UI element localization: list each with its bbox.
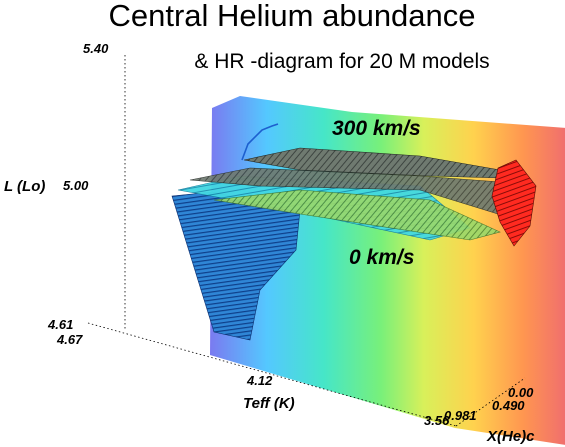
x-tick-end: 3.56 (424, 413, 450, 428)
surface-0kms (171, 175, 501, 341)
y-tick-end: 0.981 (444, 408, 477, 423)
surface-0kms-green-sheet (213, 189, 501, 241)
z-tick-top: 5.40 (83, 41, 109, 56)
y-tick-start: 0.00 (508, 385, 534, 400)
x-tick-mid: 4.12 (246, 373, 273, 388)
surface-cool-end (491, 159, 537, 247)
surface-300kms-track (241, 123, 279, 161)
chart-subtitle: & HR -diagram for 20 M models (194, 50, 489, 73)
chart-title: Central Helium abundance (108, 0, 475, 33)
series-label-0kms: 0 km/s (349, 246, 414, 269)
z-axis-label: L (Lo) (4, 178, 45, 195)
x-tick-start: 4.67 (56, 332, 83, 347)
z-tick-mid: 5.00 (63, 178, 89, 193)
series-label-300kms: 300 km/s (332, 117, 421, 140)
y-tick-mid: 0.490 (492, 398, 525, 413)
x-axis-label: Teff (K) (243, 395, 295, 412)
z-tick-bottom: 4.61 (47, 317, 73, 332)
y-axis-label: X(He)c (486, 428, 535, 445)
